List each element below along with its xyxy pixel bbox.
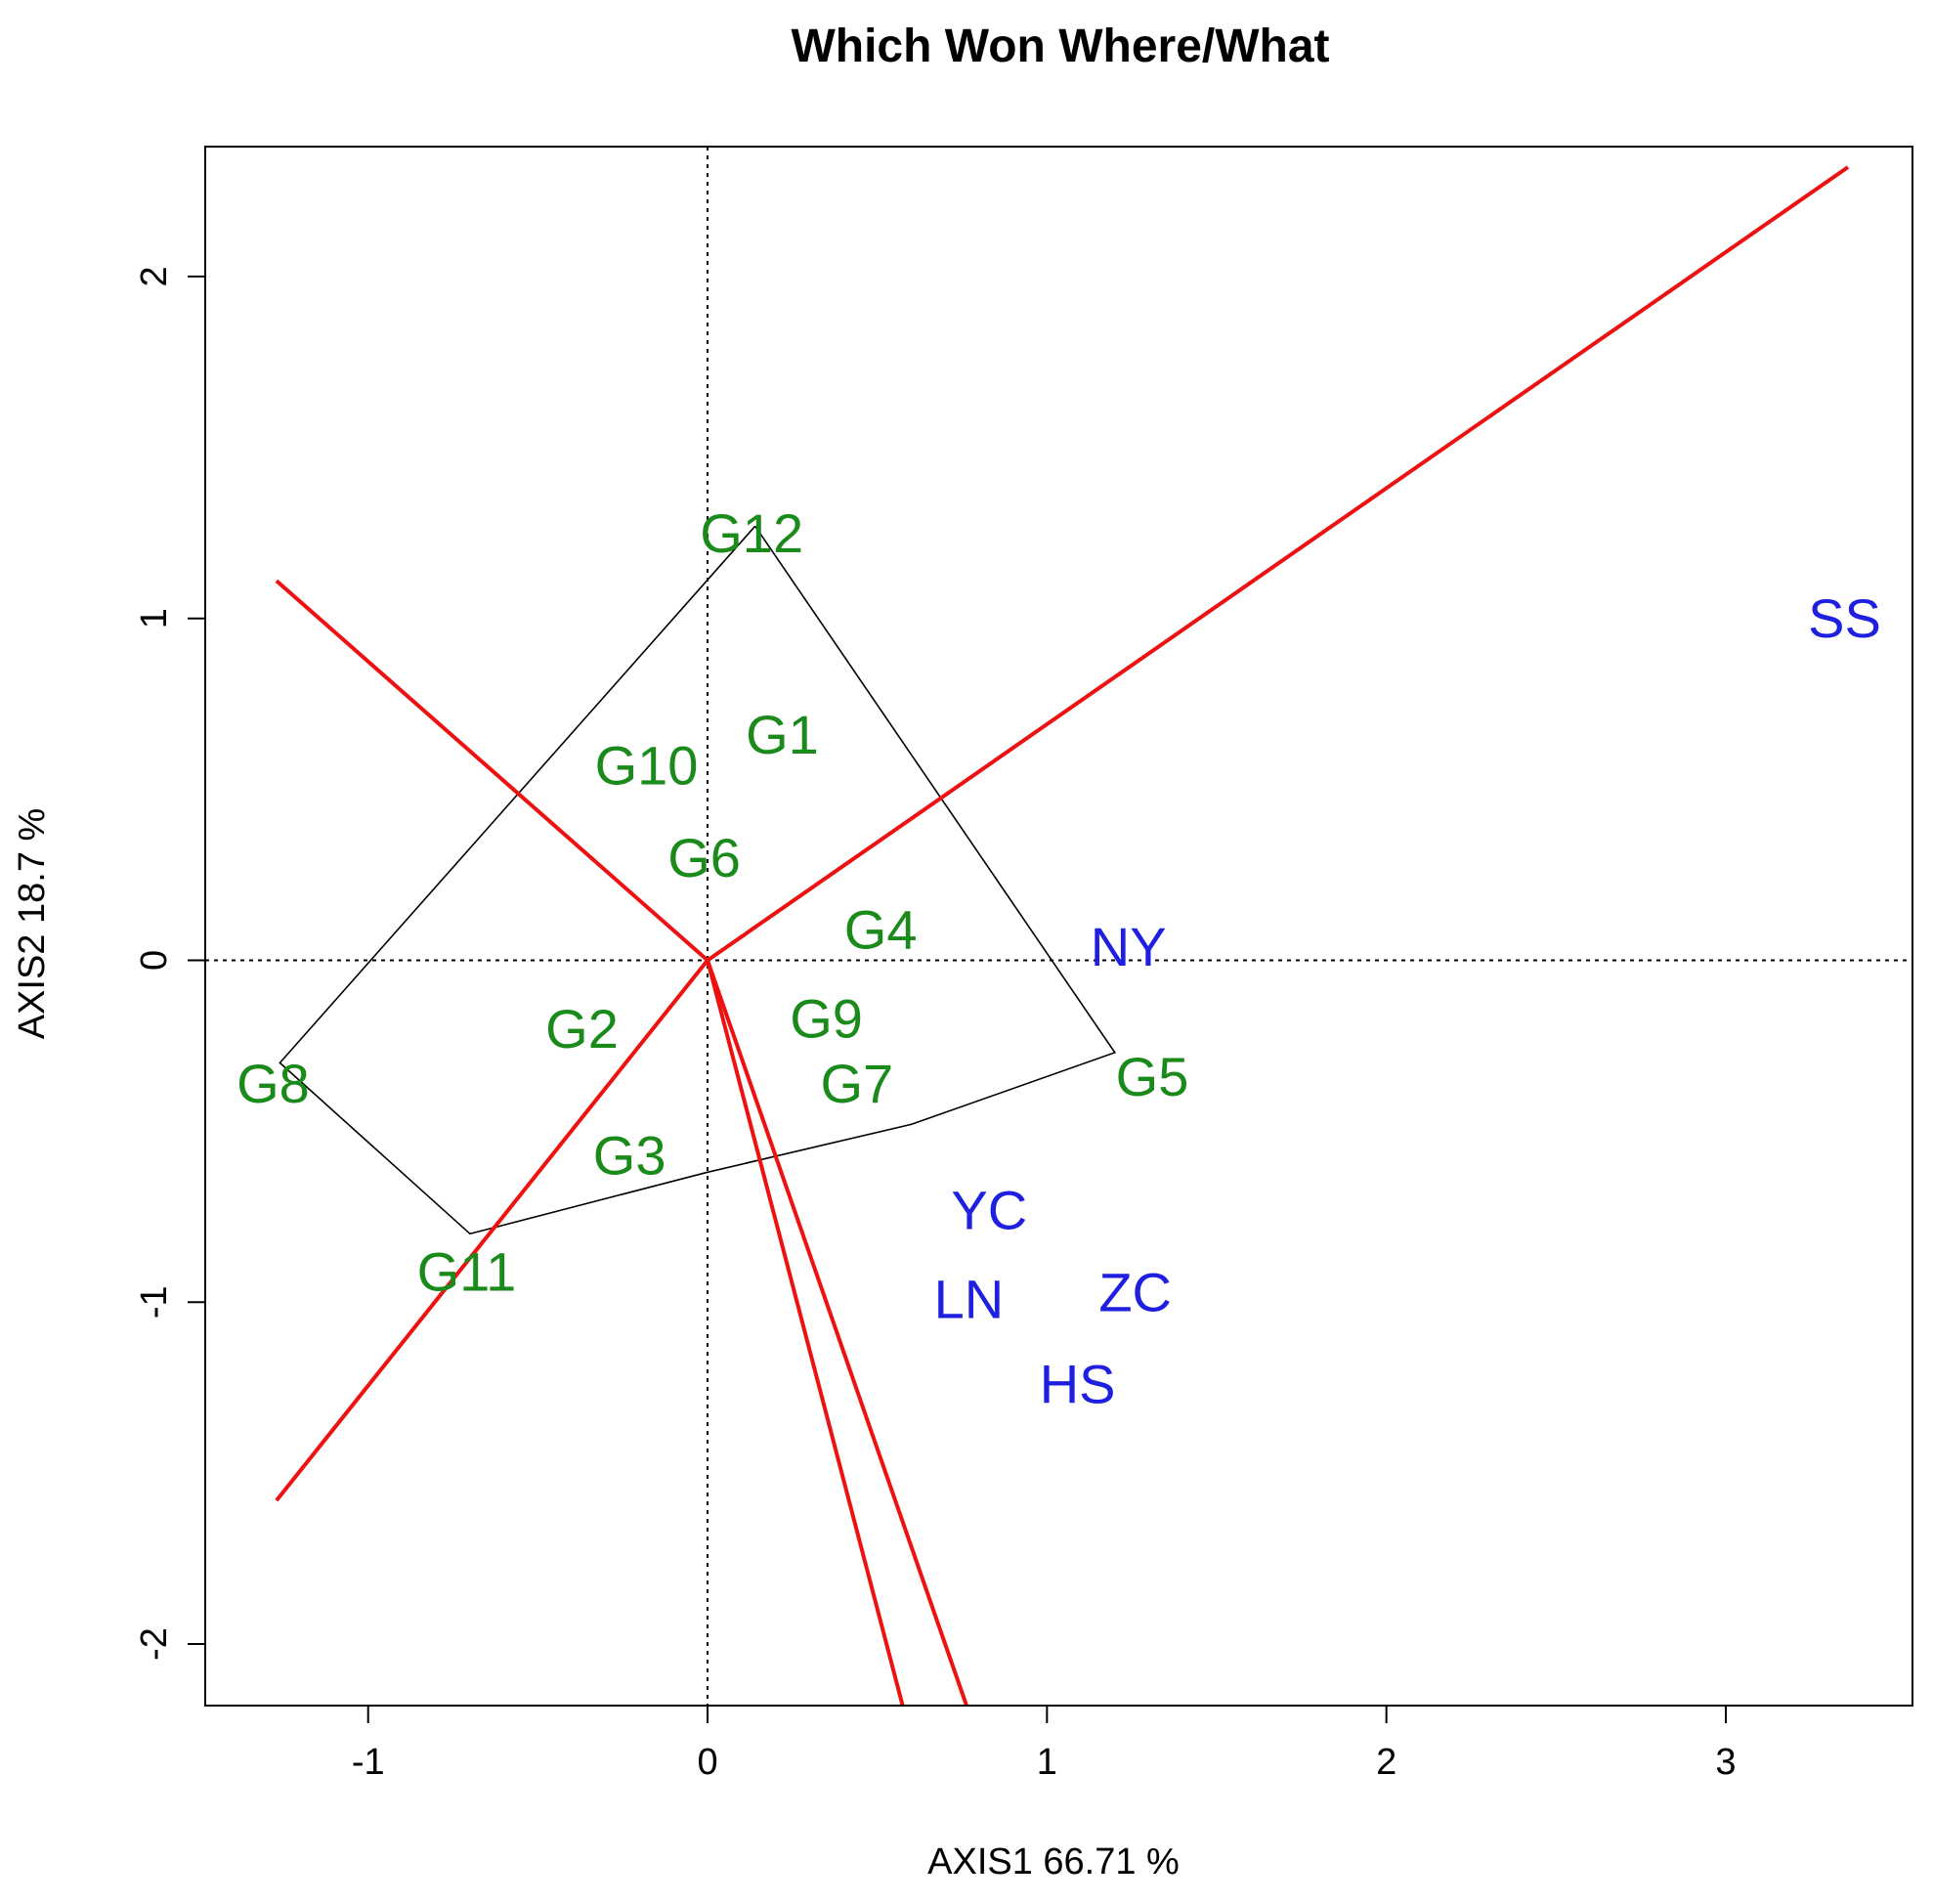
environment-label-zc: ZC (1098, 1261, 1172, 1322)
y-tick-label: -2 (134, 1627, 175, 1661)
x-tick-label: 2 (1376, 1742, 1396, 1783)
genotype-label-g1: G1 (746, 704, 819, 765)
y-tick-label: 1 (134, 608, 175, 628)
genotype-label-g11: G11 (417, 1240, 517, 1302)
convex-hull-polygon (279, 525, 1117, 1235)
genotype-label-g4: G4 (844, 898, 918, 960)
x-axis-title: AXIS1 66.71 % (927, 1841, 1180, 1882)
genotype-label-g9: G9 (790, 987, 863, 1049)
genotype-label-g6: G6 (667, 827, 741, 888)
y-tick-label: 2 (134, 266, 175, 286)
genotype-label-g5: G5 (1116, 1046, 1189, 1107)
x-tick-label: -1 (352, 1742, 385, 1783)
y-axis-title: AXIS2 18.7 % (12, 808, 53, 1040)
sector-ray-3 (275, 959, 709, 1502)
environment-label-ny: NY (1091, 916, 1167, 977)
chart-title: Which Won Where/What (791, 21, 1329, 72)
x-tick-label: 1 (1037, 1742, 1057, 1783)
plot-area: G12 G1 G10 G6 G4 G9 G2 G7 G5 G8 G3 G11 SS NY YC LN ZC HS -… (134, 146, 1913, 1783)
environment-label-yc: YC (951, 1179, 1027, 1240)
genotype-label-g12: G12 (700, 502, 803, 564)
environment-label-ln: LN (934, 1268, 1005, 1329)
y-tick-label: -1 (134, 1285, 175, 1319)
environment-label-hs: HS (1040, 1354, 1116, 1415)
sector-ray-5 (706, 959, 969, 1706)
environment-label-ss: SS (1808, 587, 1881, 649)
y-tick-label: 0 (134, 950, 175, 971)
sector-ray-1 (706, 165, 1850, 963)
genotype-label-g7: G7 (820, 1053, 893, 1114)
x-tick-label: 3 (1715, 1742, 1736, 1783)
genotype-label-g2: G2 (545, 998, 619, 1060)
sector-ray-2 (275, 579, 709, 962)
sector-ray-4 (706, 959, 905, 1706)
x-tick-label: 0 (697, 1742, 717, 1783)
genotype-label-g3: G3 (593, 1124, 666, 1186)
genotype-label-g10: G10 (595, 735, 699, 797)
genotype-label-g8: G8 (236, 1053, 310, 1114)
